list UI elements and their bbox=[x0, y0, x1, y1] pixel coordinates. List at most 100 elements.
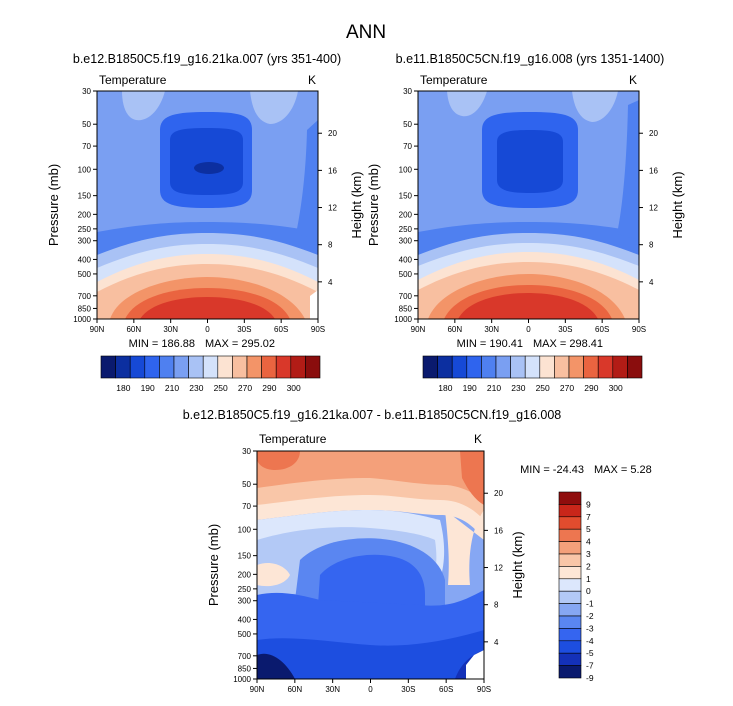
panel-left-colorbar: 180 190 210 230 250 270 290 300 bbox=[100, 355, 321, 393]
panel-right-colorbar-box-8 bbox=[539, 355, 555, 379]
panel-right-variable: Temperature bbox=[420, 73, 488, 87]
panel-diff-colorbar-label-4: 3 bbox=[586, 549, 591, 559]
panel-right-colorbar-label-3: 230 bbox=[511, 383, 525, 393]
panel-diff-colorbar-box-2 bbox=[558, 516, 582, 530]
panel-diff-top-right-warm bbox=[460, 451, 484, 505]
panel-diff-title: b.e12.B1850C5.f19_g16.21ka.007 - b.e11.B… bbox=[183, 408, 562, 422]
panel-right-ytick-label-300: 300 bbox=[399, 237, 413, 246]
panel-diff-colorbar-label-1: 7 bbox=[586, 512, 591, 522]
panel-diff-colorbar-label-14: -9 bbox=[586, 673, 594, 683]
panel-right-ytick-label-100: 100 bbox=[399, 165, 413, 174]
panel-left-xtick-label-2: 30N bbox=[163, 325, 178, 334]
panel-diff-left-warm-spot bbox=[257, 563, 290, 587]
panel-diff-max-label: MAX = 5.28 bbox=[594, 464, 652, 476]
panel-left-xtick-label-4: 30S bbox=[237, 325, 251, 334]
panel-diff-ytick-label-1000: 1000 bbox=[233, 675, 251, 684]
panel-left-xtick-label-3: 0 bbox=[205, 325, 210, 334]
panel-left-colorbar-box-2 bbox=[129, 355, 146, 379]
panel-diff-colorbar: 9 7 5 4 3 2 1 0 -1 -2 -3 -4 -5 -7 -9 bbox=[558, 491, 594, 683]
panel-left-colorbar-box-12 bbox=[275, 355, 292, 379]
panel-right-colorbar-box-13 bbox=[612, 355, 628, 379]
panel-right-ytick-label-250: 250 bbox=[399, 225, 413, 234]
panel-left-ytick-label-30: 30 bbox=[82, 87, 91, 96]
panel-right-colorbar-box-5 bbox=[495, 355, 511, 379]
panel-diff-bottom-left-darkest bbox=[257, 653, 295, 679]
panel-right-colorbar-box-2 bbox=[451, 355, 468, 379]
panel-right-y2tick-label-16: 16 bbox=[649, 166, 658, 175]
panel-diff-colorbar-box-10 bbox=[558, 615, 582, 629]
panel-right-cold-core-mid bbox=[497, 130, 563, 193]
panel-diff-right-warm-column bbox=[445, 510, 484, 585]
panel-diff-colorbar-label-6: 1 bbox=[586, 574, 591, 584]
panel-right-colorbar-box-10 bbox=[568, 355, 584, 379]
panel-diff-y2-axis: 20 16 12 8 4 bbox=[484, 489, 503, 647]
panel-left-colorbar-box-8 bbox=[217, 355, 233, 379]
panel-left-ytick-label-50: 50 bbox=[82, 120, 91, 129]
panel-right-xtick-label-1: 60N bbox=[447, 325, 462, 334]
panel-diff-units: K bbox=[474, 432, 482, 446]
panel-right-max-label: MAX = 298.41 bbox=[533, 338, 603, 350]
panel-diff-ytick-label-200: 200 bbox=[238, 570, 252, 579]
panel-diff-colorbar-label-5: 2 bbox=[586, 561, 591, 571]
panel-right-ylabel: Pressure (mb) bbox=[366, 164, 381, 246]
panel-right-ytick-label-200: 200 bbox=[399, 210, 413, 219]
panel-left-colorbar-box-10 bbox=[246, 355, 262, 379]
panel-left-min-label: MIN = 186.88 bbox=[129, 338, 195, 350]
panel-left-top-left-lobe bbox=[122, 91, 165, 121]
panel-right-ytick-label-400: 400 bbox=[399, 255, 413, 264]
panel-diff-y-axis: 30 50 70 100 150 200 250 300 400 500 700 850 1000 bbox=[233, 447, 257, 684]
panel-right-colorbar-label-2: 210 bbox=[487, 383, 501, 393]
panel-diff-ytick-label-70: 70 bbox=[242, 502, 251, 511]
panel-left-colorbar-label-1: 190 bbox=[141, 383, 155, 393]
panel-left-ytick-label-400: 400 bbox=[78, 255, 92, 264]
panel-left-colorbar-box-14 bbox=[305, 355, 321, 379]
panel-diff-colorbar-box-12 bbox=[558, 640, 582, 654]
panel-left-ytick-label-100: 100 bbox=[78, 165, 92, 174]
panel-diff-colorbar-label-13: -7 bbox=[586, 661, 594, 671]
panel-diff-ytick-label-30: 30 bbox=[242, 447, 251, 456]
panel-left-ylabel: Pressure (mb) bbox=[46, 164, 61, 246]
panel-diff-xtick-label-2: 30N bbox=[325, 685, 340, 694]
panel-right-colorbar-box-14 bbox=[627, 355, 643, 379]
panel-left-colorbar-label-5: 270 bbox=[238, 383, 252, 393]
panel-left-ytick-label-300: 300 bbox=[78, 237, 92, 246]
panel-right-y2label: Height (km) bbox=[670, 171, 685, 238]
panel-diff-x-axis: 90N 60N 30N 0 30S 60S 90S bbox=[250, 679, 491, 694]
panel-right-ytick-label-150: 150 bbox=[399, 192, 413, 201]
panel-left-colorbar-label-4: 250 bbox=[214, 383, 228, 393]
panel-right-colorbar-box-7 bbox=[524, 355, 541, 379]
panel-diff-colorbar-label-12: -5 bbox=[586, 648, 594, 658]
panel-left-ytick-label-850: 850 bbox=[78, 304, 92, 313]
panel-right-ytick-label-500: 500 bbox=[399, 270, 413, 279]
panel-diff: b.e12.B1850C5.f19_g16.21ka.007 - b.e11.B… bbox=[183, 408, 652, 694]
panel-right-units: K bbox=[629, 73, 637, 87]
page-title: ANN bbox=[346, 22, 386, 43]
panel-diff-y2label: Height (km) bbox=[510, 531, 525, 598]
panel-right-y2tick-label-8: 8 bbox=[649, 241, 654, 250]
panel-diff-plot bbox=[257, 451, 484, 679]
panel-right-xtick-label-6: 90S bbox=[632, 325, 646, 334]
panel-diff-bottom-dark-band bbox=[257, 630, 484, 679]
panel-right-y2tick-label-12: 12 bbox=[649, 204, 658, 213]
panel-right-y2tick-label-4: 4 bbox=[649, 278, 654, 287]
panel-diff-ytick-label-850: 850 bbox=[238, 664, 252, 673]
panel-diff-ytick-label-300: 300 bbox=[238, 597, 252, 606]
panel-diff-y2tick-label-8: 8 bbox=[494, 601, 499, 610]
panel-right-colorbar-box-3 bbox=[466, 355, 482, 379]
panel-diff-colorbar-box-1 bbox=[558, 504, 582, 518]
panel-right-band-7 bbox=[458, 293, 598, 319]
panel-right-colorbar-box-4 bbox=[481, 355, 497, 379]
panel-right: b.e11.B1850C5CN.f19_g16.008 (yrs 1351-14… bbox=[366, 52, 685, 393]
panel-left-x-axis: 90N 60N 30N 0 30S 60S 90S bbox=[90, 319, 325, 334]
panel-left-colorbar-label-3: 230 bbox=[189, 383, 203, 393]
panel-diff-colorbar-box-8 bbox=[558, 590, 582, 604]
panel-diff-ytick-label-50: 50 bbox=[242, 480, 251, 489]
panel-diff-xtick-label-1: 60N bbox=[287, 685, 302, 694]
panel-right-colorbar-box-1 bbox=[437, 355, 453, 379]
panel-right-colorbar-label-7: 300 bbox=[609, 383, 623, 393]
panel-right-top-left-lobe bbox=[447, 91, 487, 117]
panel-diff-colorbar-label-11: -4 bbox=[586, 636, 594, 646]
panel-diff-colorbar-box-3 bbox=[558, 528, 582, 542]
panel-left-y2tick-label-16: 16 bbox=[328, 166, 337, 175]
panel-left: b.e12.B1850C5.f19_g16.21ka.007 (yrs 351-… bbox=[46, 52, 364, 393]
